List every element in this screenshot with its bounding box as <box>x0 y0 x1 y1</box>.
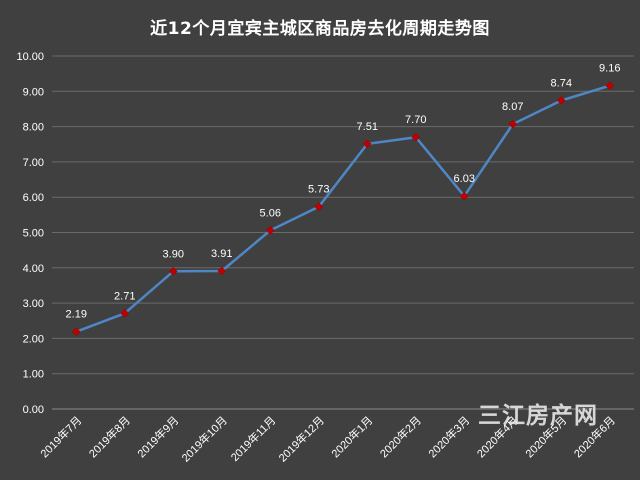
data-label: 8.74 <box>551 77 572 89</box>
data-point <box>605 81 615 91</box>
data-point <box>362 139 372 149</box>
y-tick-label: 6.00 <box>23 192 44 204</box>
watermark-logo: 三江房产网 <box>478 403 598 429</box>
y-tick-label: 5.00 <box>23 228 44 240</box>
y-tick-label: 1.00 <box>23 369 44 381</box>
data-label: 5.73 <box>308 184 329 196</box>
data-label: 3.90 <box>163 248 184 260</box>
data-label: 9.16 <box>599 63 620 75</box>
data-point <box>314 202 324 212</box>
series-line <box>75 84 611 333</box>
x-tick-label: 2019年11月 <box>228 413 279 464</box>
x-tick-label: 2020年3月 <box>425 413 472 460</box>
data-label: 7.51 <box>357 121 378 133</box>
data-label: 7.70 <box>405 114 426 126</box>
data-label: 5.06 <box>260 207 281 219</box>
x-tick-label: 2019年12月 <box>275 413 326 464</box>
x-tick-label: 2019年8月 <box>86 413 133 460</box>
x-tick-label: 2019年10月 <box>178 413 229 464</box>
y-tick-label: 9.00 <box>23 86 44 98</box>
chart-title: 近12个月宜宾主城区商品房去化周期走势图 <box>150 19 490 39</box>
x-tick-label: 2019年9月 <box>134 413 181 460</box>
data-point <box>459 191 469 201</box>
y-tick-label: 2.00 <box>23 333 44 345</box>
x-tick-label: 2019年7月 <box>37 413 84 460</box>
data-point <box>168 266 178 276</box>
y-tick-label: 8.00 <box>23 122 44 134</box>
data-point <box>71 327 81 337</box>
data-label: 6.03 <box>454 173 475 185</box>
data-label: 3.91 <box>211 248 232 260</box>
data-point <box>556 96 566 105</box>
y-tick-label: 7.00 <box>23 157 44 169</box>
y-tick-label: 0.00 <box>23 404 44 416</box>
data-label: 2.19 <box>66 309 87 321</box>
data-point <box>265 226 275 235</box>
data-point <box>411 132 421 142</box>
x-tick-label: 2020年2月 <box>377 413 424 460</box>
data-label: 8.07 <box>502 101 523 113</box>
data-point <box>120 308 130 318</box>
data-point <box>217 266 227 276</box>
y-tick-label: 3.00 <box>23 298 44 310</box>
data-point <box>508 119 518 129</box>
x-tick-label: 2020年1月 <box>328 413 375 460</box>
data-label: 2.71 <box>114 290 135 302</box>
y-tick-label: 4.00 <box>23 263 44 275</box>
y-tick-label: 10.00 <box>16 51 44 63</box>
